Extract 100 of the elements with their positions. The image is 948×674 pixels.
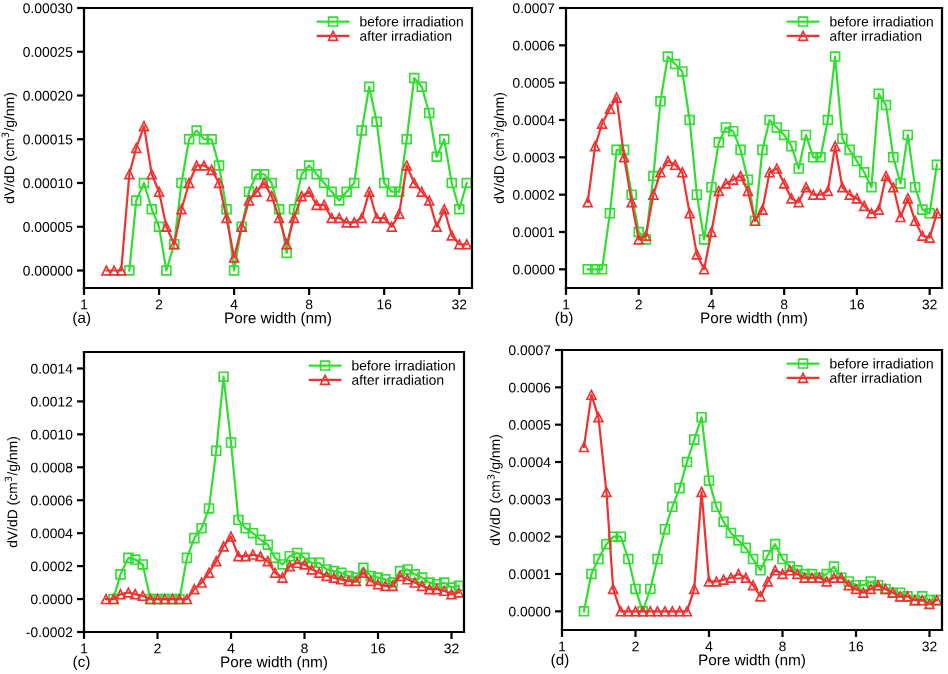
point: [333, 212, 345, 224]
point: [757, 144, 768, 156]
point: [335, 574, 347, 585]
point: [611, 92, 622, 103]
point: [233, 550, 244, 562]
point: [725, 572, 737, 584]
point: [582, 196, 594, 208]
point: [706, 181, 717, 193]
point: [742, 185, 754, 197]
point: [438, 577, 450, 588]
point: [618, 152, 630, 163]
point: [815, 152, 826, 163]
point: [225, 531, 237, 542]
point: [771, 163, 783, 174]
point: [461, 238, 472, 250]
point: [703, 475, 715, 486]
point: [858, 166, 870, 178]
point: [667, 606, 678, 617]
point: [438, 203, 450, 215]
point: [735, 170, 746, 182]
point: [206, 164, 217, 176]
point: [266, 190, 277, 202]
point: [269, 567, 281, 578]
point: [586, 389, 597, 401]
point: [203, 503, 215, 514]
point: [931, 159, 942, 171]
point: [196, 577, 207, 588]
point: [586, 568, 597, 580]
point: [626, 189, 637, 200]
point: [655, 166, 666, 178]
point: [762, 576, 774, 587]
point: [423, 195, 435, 206]
point: [380, 580, 391, 592]
point: [688, 583, 700, 595]
point: [713, 137, 725, 148]
point: [777, 568, 788, 580]
point: [218, 541, 229, 552]
point: [288, 203, 300, 215]
point: [288, 212, 300, 224]
point: [815, 189, 826, 200]
point: [123, 587, 134, 598]
point: [873, 88, 885, 100]
point: [311, 168, 322, 180]
point: [771, 122, 783, 133]
point: [623, 553, 634, 565]
point: [645, 583, 656, 595]
point: [677, 166, 688, 178]
point: [416, 186, 428, 198]
point: [786, 193, 797, 204]
point: [453, 580, 464, 592]
point: [740, 572, 752, 584]
point: [386, 221, 397, 233]
point: [240, 522, 251, 534]
point: [909, 215, 921, 227]
point: [713, 185, 725, 197]
point: [296, 168, 307, 180]
point: [299, 559, 310, 570]
point: [667, 501, 678, 513]
point: [604, 208, 616, 219]
point: [137, 559, 149, 570]
point: [720, 178, 732, 189]
point: [740, 542, 752, 554]
point: [228, 265, 240, 276]
point: [851, 155, 863, 167]
point: [438, 585, 450, 597]
point: [681, 456, 693, 468]
point: [755, 564, 766, 576]
point: [326, 212, 337, 224]
point: [146, 203, 158, 215]
point: [416, 81, 428, 93]
point: [858, 200, 870, 212]
point: [431, 583, 443, 595]
point: [206, 133, 217, 145]
point: [669, 58, 681, 70]
point: [601, 486, 612, 498]
point: [306, 557, 318, 569]
point: [233, 514, 244, 526]
point: [372, 572, 384, 583]
point: [578, 606, 590, 617]
point: [764, 114, 775, 126]
point: [191, 125, 202, 136]
point: [303, 160, 315, 171]
point: [247, 549, 259, 560]
point: [108, 265, 120, 276]
point: [153, 186, 165, 198]
point: [313, 557, 325, 569]
point: [691, 249, 703, 260]
point: [296, 190, 307, 202]
point: [778, 129, 790, 141]
point: [129, 554, 141, 565]
point: [311, 199, 322, 211]
point: [213, 160, 225, 171]
point: [393, 208, 405, 219]
point: [348, 177, 360, 189]
point: [793, 196, 805, 208]
point: [578, 441, 590, 453]
point: [718, 574, 729, 585]
point: [161, 221, 172, 233]
point: [786, 140, 797, 152]
point: [821, 576, 832, 587]
